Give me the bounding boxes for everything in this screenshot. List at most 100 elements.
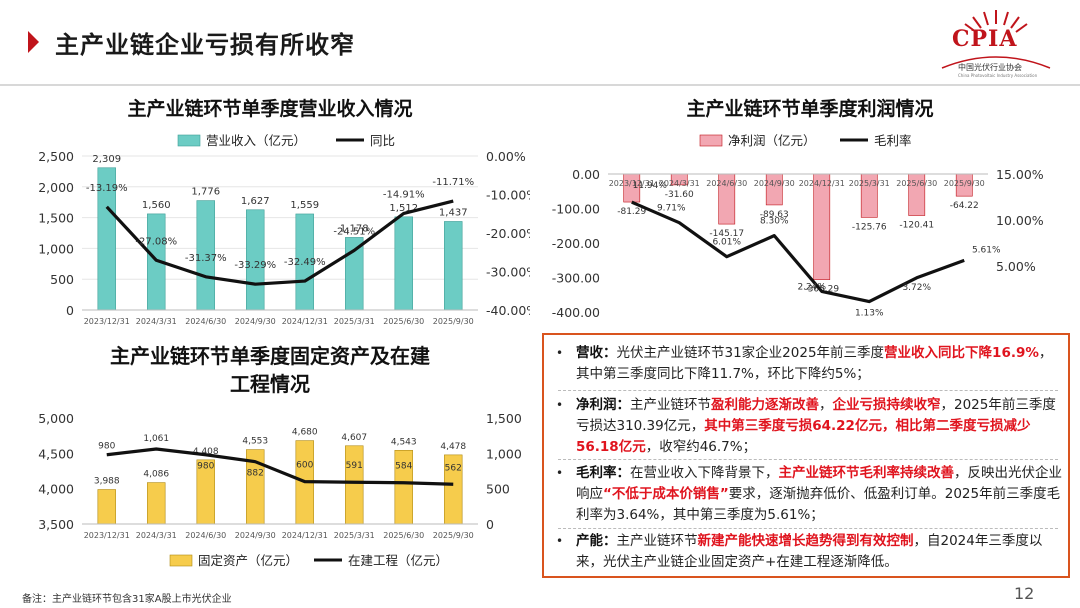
bar-data-label: 1,776 xyxy=(191,187,220,198)
legend-bar-label: 净利润（亿元） xyxy=(728,133,816,148)
summary-text: ，自2024年三季度以来，光伏主产业链企业固定资产+在建工程逐渐降低。 xyxy=(576,533,1043,570)
x-axis-category-label: 2024/3/31 xyxy=(659,179,700,188)
summary-text: ，2025年前三季度亏损达310.39亿元， xyxy=(576,397,1056,434)
legend-bar-swatch xyxy=(177,134,201,147)
summary-text: 要求，逐渐抛弃低价、低盈利订单。2025年前三季度毛利率为3.64%，其中第三季… xyxy=(576,486,1061,523)
assets-chart: 主产业链环节单季度固定资产及在建 工程情况 3,500 4,000 4,500 5,0… xyxy=(10,334,530,586)
bar-data-label: 4,543 xyxy=(391,437,417,447)
legend-bar-swatch xyxy=(699,134,723,147)
profit-chart: 主产业链环节单季度利润情况 0.00 -100.00 -200.00 -300.00 -… xyxy=(540,90,1080,330)
y-axis-left-tick: 5,000 xyxy=(38,411,74,426)
legend-bar-swatch xyxy=(169,554,193,567)
x-axis-category-label: 2024/9/30 xyxy=(235,531,276,540)
assets-chart-title-line2: 工程情况 xyxy=(230,372,310,396)
y-axis-left-tick: 2,000 xyxy=(38,180,74,195)
line-data-label: 5.61% xyxy=(972,245,1001,255)
y-axis-right-tick: 10.00% xyxy=(996,213,1044,228)
line-series xyxy=(106,447,454,486)
sun-rays-icon xyxy=(964,10,1028,33)
bar-data-label: 1,560 xyxy=(142,200,171,211)
line-data-label: 980 xyxy=(197,462,214,472)
x-axis-category-label: 2024/12/31 xyxy=(282,531,328,540)
legend-line-label: 同比 xyxy=(370,133,395,148)
line-data-label: 584 xyxy=(395,462,412,472)
title-divider xyxy=(0,84,1080,86)
line-data-label: 1,061 xyxy=(143,434,169,444)
line-data-label: -11.71% xyxy=(432,177,474,188)
x-axis-category-label: 2025/9/30 xyxy=(944,179,985,188)
line-data-label: 8.30% xyxy=(760,217,789,227)
bar-data-label: 4,607 xyxy=(341,433,367,443)
summary-divider xyxy=(558,390,1058,391)
y-axis-left-tick: 4,000 xyxy=(38,482,74,497)
x-axis-category-label: 2024/12/31 xyxy=(282,317,328,326)
line-data-label: -24.51% xyxy=(333,226,375,237)
bar-data-label: 1,627 xyxy=(241,196,270,207)
summary-item-capacity: • 产能：主产业链环节新建产能快速增长趋势得到有效控制，自2024年三季度以来，… xyxy=(556,531,1063,573)
logo-subtitle-en: China Photovoltaic Industry Association xyxy=(958,73,1038,78)
summary-text: 在营业收入下降背景下， xyxy=(630,465,779,481)
y-axis-right-tick: -40.00% xyxy=(486,303,530,318)
line-data-label: 2.24% xyxy=(797,282,826,292)
y-axis-left-tick: -100.00 xyxy=(552,202,600,217)
summary-highlight: 盈利能力逐渐改善 xyxy=(711,397,819,413)
profit-chart-title: 主产业链环节单季度利润情况 xyxy=(686,98,934,120)
chart-bar xyxy=(345,445,364,525)
y-axis-left-tick: 2,500 xyxy=(38,149,74,164)
summary-keyword: 毛利率： xyxy=(576,465,630,481)
bullet-icon: • xyxy=(556,534,564,548)
summary-highlight: 其中第三季度亏损64.22亿元，相比第二季度亏损减少56.18亿元 xyxy=(576,418,1031,455)
revenue-chart-svg: 0 500 1,000 1,500 2,000 2,500 0.00% -10.00% -20.… xyxy=(38,133,530,326)
x-axis-category-label: 2024/9/30 xyxy=(754,179,795,188)
line-data-label: 591 xyxy=(346,461,363,471)
page-title: 主产业链企业亏损有所收窄 xyxy=(55,30,355,59)
bar-data-label: -120.41 xyxy=(899,221,934,231)
bar-data-label: 4,478 xyxy=(440,442,466,452)
y-axis-left-tick: 0.00 xyxy=(572,167,600,182)
x-axis-category-label: 2024/3/31 xyxy=(136,317,177,326)
y-axis-right-tick: -30.00% xyxy=(486,265,530,280)
summary-keyword: 产能： xyxy=(576,533,617,549)
x-axis-category-label: 2025/6/30 xyxy=(383,317,424,326)
line-data-label: 562 xyxy=(445,463,462,473)
bar-data-label: 4,680 xyxy=(292,428,318,438)
line-data-label: -27.08% xyxy=(135,236,177,247)
bar-data-label: 4,408 xyxy=(193,447,219,457)
chart-bar xyxy=(345,237,364,311)
assets-chart-svg: 3,500 4,000 4,500 5,000 0 500 1,000 1,500 3,988 4… xyxy=(38,411,522,568)
summary-highlight: 营业收入同比下降16.9% xyxy=(884,345,1039,361)
x-axis-category-label: 2025/3/31 xyxy=(334,531,375,540)
y-axis-right-tick: -20.00% xyxy=(486,226,530,241)
logo-wordmark: CPIA xyxy=(952,26,1018,52)
x-axis-category-label: 2024/12/31 xyxy=(799,179,845,188)
line-series xyxy=(105,199,454,286)
x-axis-category-label: 2025/3/31 xyxy=(849,179,890,188)
y-axis-left-tick: 500 xyxy=(50,272,74,287)
y-axis-left-tick: 4,500 xyxy=(38,446,74,461)
line-data-label: 980 xyxy=(98,442,115,452)
legend-bar-label: 营业收入（亿元） xyxy=(206,133,306,148)
x-axis-category-label: 2025/6/30 xyxy=(896,179,937,188)
y-axis-left-tick: -200.00 xyxy=(552,236,600,251)
y-axis-left-tick: 1,000 xyxy=(38,241,74,256)
summary-text: ，其中第三季度同比下降11.7%，环比下降约5%； xyxy=(576,345,1053,382)
line-data-label: 11.94% xyxy=(633,181,668,191)
y-axis-left-tick: 3,500 xyxy=(38,517,74,532)
bar-data-label: -89.63 xyxy=(760,210,789,220)
summary-item-profit: • 净利润：主产业链环节盈利能力逐渐改善，企业亏损持续收窄，2025年前三季度亏… xyxy=(556,395,1063,458)
summary-box: • 营收：光伏主产业链环节31家企业2025年前三季度营业收入同比下降16.9%… xyxy=(542,333,1070,578)
bullet-icon: • xyxy=(556,466,564,480)
page-number: 12 xyxy=(1014,584,1035,603)
summary-text: ， xyxy=(819,397,833,413)
summary-highlight: 主产业链环节毛利率持续改善 xyxy=(778,465,955,481)
summary-divider xyxy=(558,528,1058,529)
footnote: 备注：主产业链环节包含31家A股上市光伏企业 xyxy=(22,594,232,605)
bar-data-label: -125.76 xyxy=(852,222,887,232)
y-axis-right-tick: -10.00% xyxy=(486,188,530,203)
line-data-label: -31.37% xyxy=(185,253,227,264)
bar-data-label: 4,553 xyxy=(242,437,268,447)
summary-highlight: “不低于成本价销售” xyxy=(603,486,729,502)
legend-bar-label: 固定资产（亿元） xyxy=(198,553,298,568)
line-data-label: 1.13% xyxy=(855,309,884,319)
x-axis-category-label: 2025/9/30 xyxy=(433,531,474,540)
